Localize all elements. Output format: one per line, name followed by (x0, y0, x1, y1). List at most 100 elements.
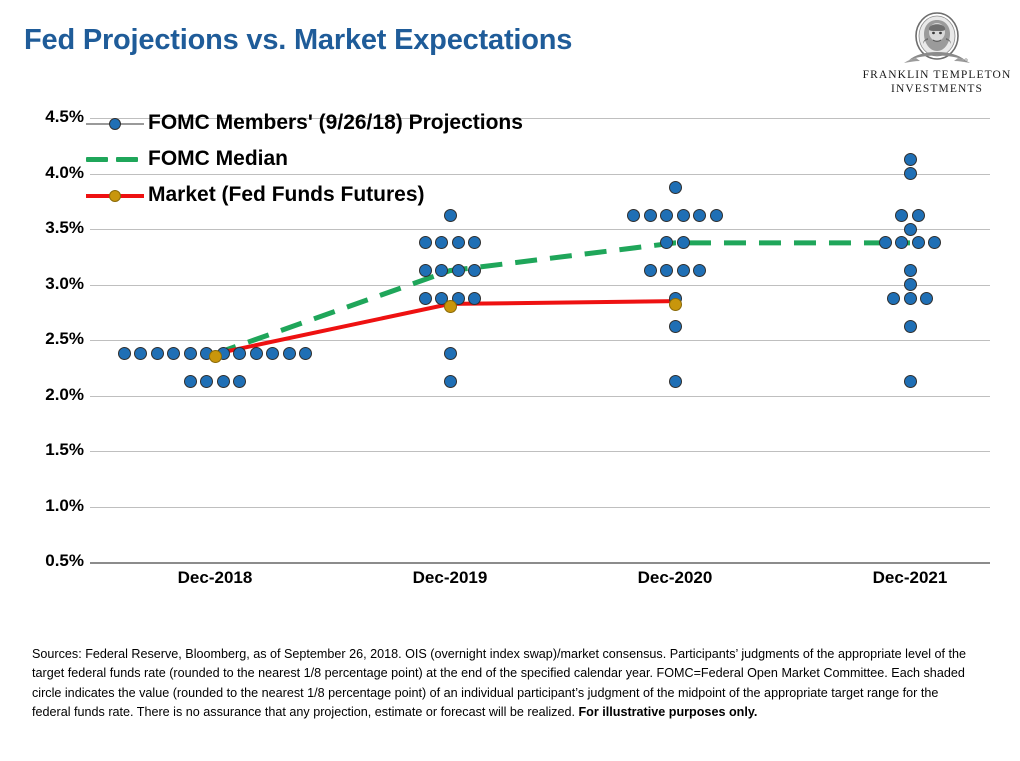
market-futures-marker (208, 350, 222, 364)
fomc-projection-dot (928, 236, 942, 250)
legend-label-median: FOMC Median (148, 147, 288, 170)
fomc-projection-dot (693, 264, 707, 278)
y-axis-tick-label: 2.5% (45, 329, 84, 348)
y-axis-tick-label: 1.0% (45, 495, 84, 515)
fomc-projection-dot (903, 153, 917, 167)
fomc-projection-dot (418, 236, 432, 250)
fomc-projection-dot (200, 375, 214, 389)
fomc-projection-dot (660, 208, 674, 222)
legend-key-median (86, 150, 144, 168)
fomc-projection-dot (911, 236, 925, 250)
fomc-projection-dot (435, 236, 449, 250)
fomc-projection-dot (668, 180, 682, 194)
fomc-projection-dot (249, 347, 263, 361)
fomc-projection-dot (299, 347, 313, 361)
footnote-bold-tail: For illustrative purposes only. (578, 705, 758, 720)
fomc-median-line (214, 240, 910, 357)
y-axis-tick-label: 3.0% (45, 273, 84, 293)
fomc-projection-dot (903, 264, 917, 278)
market-futures-marker (668, 297, 682, 311)
fomc-projection-dot (443, 375, 457, 389)
fomc-projection-dot (903, 167, 917, 180)
footnote-body: Sources: Federal Reserve, Bloomberg, as … (32, 647, 967, 720)
y-axis-tick-label: 4.5% (45, 107, 84, 126)
y-axis-tick-label: 4.0% (45, 162, 84, 182)
gridline (90, 340, 990, 341)
fomc-projection-dot (903, 375, 917, 389)
fomc-projection-dot (887, 291, 900, 305)
gridline (90, 506, 990, 508)
legend-label-market: Market (Fed Funds Futures) (148, 183, 425, 206)
fomc-projection-dot (183, 347, 197, 361)
brand-name-line1: FRANKLIN TEMPLETON (862, 69, 1012, 81)
fomc-projection-dot (643, 264, 657, 278)
fomc-projection-dot (451, 264, 465, 278)
fomc-projection-dot (668, 319, 682, 333)
legend-key-projections (86, 114, 144, 132)
fomc-projection-dot (266, 347, 280, 361)
fomc-projection-dot (643, 208, 657, 222)
x-axis (90, 562, 990, 564)
y-axis-tick-label: 3.5% (45, 218, 84, 237)
market-futures-marker (443, 300, 457, 314)
legend-key-market (86, 186, 144, 204)
fomc-projection-dot (117, 347, 131, 361)
y-axis-tick-label: 1.5% (45, 440, 84, 459)
brand-name-line2: INVESTMENTS (891, 83, 983, 95)
x-axis-tick-label: Dec-2018 (177, 568, 253, 587)
fomc-projection-dot (435, 264, 449, 278)
legend-item-median: FOMC Median (86, 141, 523, 177)
fomc-projection-dot (468, 236, 482, 250)
franklin-portrait-icon (862, 12, 1012, 68)
gridline (90, 451, 990, 452)
fomc-projection-dot (233, 347, 247, 361)
legend-item-market: Market (Fed Funds Futures) (86, 177, 523, 213)
fomc-projection-dot (660, 236, 674, 250)
legend-item-projections: FOMC Members' (9/26/18) Projections (86, 105, 523, 141)
fomc-projection-dot (709, 208, 723, 222)
fomc-projection-dot (443, 347, 457, 361)
fomc-projection-dot (903, 222, 917, 236)
fomc-projection-dot (911, 208, 925, 222)
x-axis-tick-label: Dec-2021 (872, 568, 948, 587)
fomc-projection-dot (418, 264, 432, 278)
fomc-projection-dot (167, 347, 181, 361)
fomc-projection-dot (451, 236, 465, 250)
fomc-projection-dot (134, 347, 148, 361)
fomc-projection-dot (676, 264, 690, 278)
x-axis-tick-label: Dec-2020 (637, 568, 713, 587)
y-axis-tick-label: 0.5% (45, 551, 84, 570)
fomc-projection-dot (668, 375, 682, 389)
chart-legend: FOMC Members' (9/26/18) Projections FOMC… (86, 105, 523, 213)
fomc-projection-dot (627, 208, 641, 222)
fomc-projection-dot (150, 347, 164, 361)
brand-logo: FRANKLIN TEMPLETON INVESTMENTS (862, 12, 1012, 104)
fomc-projection-dot (468, 291, 482, 305)
fomc-projection-dot (878, 236, 892, 250)
fomc-projection-dot (895, 208, 909, 222)
legend-label-projections: FOMC Members' (9/26/18) Projections (148, 111, 523, 134)
header: Fed Projections vs. Market Expectations … (0, 0, 1020, 105)
gridline (90, 118, 990, 119)
gridline (90, 395, 990, 397)
fomc-projection-dot (443, 208, 457, 222)
gridline (90, 173, 990, 175)
page-title: Fed Projections vs. Market Expectations (24, 24, 573, 56)
fomc-projection-dot (693, 208, 707, 222)
footnote: Sources: Federal Reserve, Bloomberg, as … (32, 645, 972, 723)
chart-plot-area: 4.5% 4.0% 3.5% 3.0% 2.5% 2.0% 1.5% 1.0% 0.5% Dec… (0, 100, 1020, 600)
fomc-projection-dot (183, 375, 197, 389)
fomc-projection-dot (903, 319, 917, 333)
fomc-projection-dot (903, 278, 917, 291)
fomc-projection-dot (676, 236, 690, 250)
fomc-projection-dot (216, 375, 230, 389)
gridline (90, 284, 990, 286)
fomc-projection-dot (903, 291, 917, 305)
fomc-projection-dot (282, 347, 296, 361)
fomc-projection-dot (233, 375, 247, 389)
fomc-projection-dot (676, 208, 690, 222)
y-axis-tick-label: 2.0% (45, 384, 84, 404)
fomc-projection-dot (895, 236, 909, 250)
x-axis-tick-label: Dec-2019 (412, 568, 488, 587)
gridline (90, 229, 990, 230)
